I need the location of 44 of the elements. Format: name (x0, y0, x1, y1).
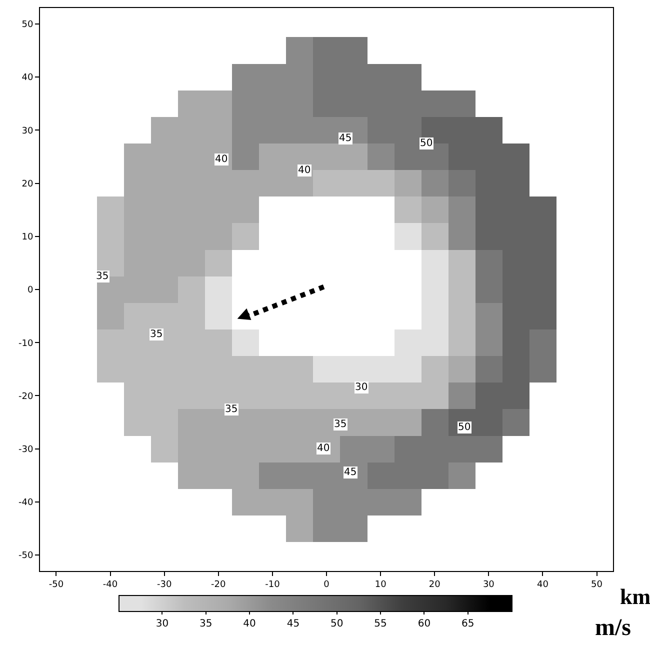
annotation: 50 (420, 138, 433, 149)
annotation: 40 (317, 443, 330, 454)
annotation: 40 (215, 154, 228, 165)
x-axis-title: km (620, 584, 650, 609)
x-tick-label: -50 (48, 580, 64, 590)
color-bar-label: 60 (418, 618, 431, 630)
annotation: 35 (334, 419, 347, 430)
color-bar-label: 35 (200, 618, 212, 630)
x-tick-label: -30 (156, 580, 172, 590)
x-tick-label: -40 (102, 580, 118, 590)
y-tick-label: 50 (22, 20, 34, 30)
y-tick-label: -10 (18, 338, 34, 349)
x-tick-label: -10 (265, 580, 280, 590)
annotation: 35 (150, 329, 163, 340)
color-bar-label: 55 (374, 618, 387, 630)
annotation: 45 (344, 467, 357, 478)
x-tick-label: 10 (374, 580, 387, 590)
x-tick-label: 20 (428, 580, 441, 590)
color-bar-label: 50 (330, 618, 344, 630)
y-tick-label: 20 (22, 179, 34, 190)
y-tick-label: -30 (18, 444, 34, 455)
x-tick-label: 40 (537, 580, 549, 590)
y-tick-label: -40 (18, 498, 34, 508)
y-tick-label: 30 (22, 126, 34, 136)
x-tick-label: 50 (591, 580, 603, 590)
y-tick-label: -20 (18, 392, 34, 402)
color-bar-title: m/s (595, 615, 631, 641)
y-tick-label: 0 (27, 286, 34, 296)
color-bar-label: 45 (286, 618, 300, 630)
annotation: 30 (355, 382, 368, 393)
annotation: 40 (298, 165, 311, 176)
annotation: 45 (339, 133, 352, 144)
annotation: 35 (96, 271, 109, 282)
color-bar-label: 65 (462, 618, 474, 630)
y-tick-label: -50 (18, 551, 34, 562)
x-tick-label: 0 (324, 580, 330, 590)
x-tick-label: 30 (482, 580, 495, 590)
x-tick-label: -20 (211, 580, 226, 590)
annotation: 35 (225, 404, 238, 415)
color-bar-label: 30 (156, 618, 169, 630)
y-tick-label: 10 (22, 232, 34, 243)
annotation: 50 (458, 422, 471, 433)
y-tick-label: 40 (22, 73, 34, 84)
color-bar-label: 40 (243, 618, 256, 630)
